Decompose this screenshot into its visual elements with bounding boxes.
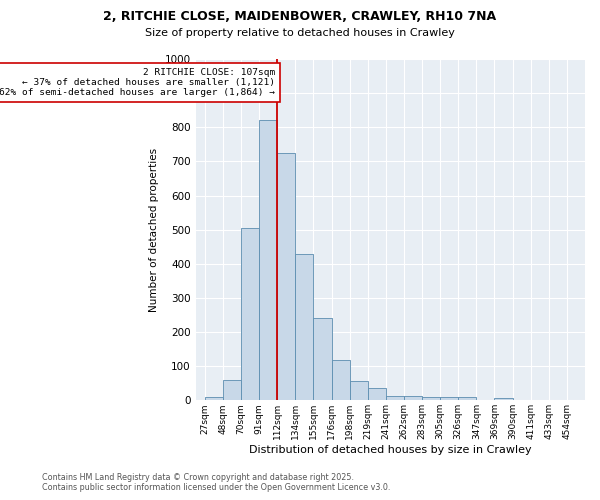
Bar	[368, 388, 386, 400]
Bar	[422, 397, 440, 400]
Bar	[332, 360, 350, 401]
Bar	[241, 228, 259, 400]
Bar	[295, 254, 313, 400]
Text: Contains HM Land Registry data © Crown copyright and database right 2025.
Contai: Contains HM Land Registry data © Crown c…	[42, 473, 391, 492]
Bar	[458, 397, 476, 400]
Bar	[494, 398, 512, 400]
Bar	[259, 120, 277, 400]
Text: 2 RITCHIE CLOSE: 107sqm
← 37% of detached houses are smaller (1,121)
62% of semi: 2 RITCHIE CLOSE: 107sqm ← 37% of detache…	[0, 68, 275, 98]
Bar	[223, 380, 241, 400]
Bar	[313, 318, 332, 400]
Bar	[205, 397, 223, 400]
Y-axis label: Number of detached properties: Number of detached properties	[149, 148, 159, 312]
Text: 2, RITCHIE CLOSE, MAIDENBOWER, CRAWLEY, RH10 7NA: 2, RITCHIE CLOSE, MAIDENBOWER, CRAWLEY, …	[103, 10, 497, 23]
Bar	[350, 381, 368, 400]
Bar	[404, 396, 422, 400]
Bar	[386, 396, 404, 400]
Text: Size of property relative to detached houses in Crawley: Size of property relative to detached ho…	[145, 28, 455, 38]
X-axis label: Distribution of detached houses by size in Crawley: Distribution of detached houses by size …	[249, 445, 532, 455]
Bar	[277, 153, 295, 400]
Bar	[440, 397, 458, 400]
